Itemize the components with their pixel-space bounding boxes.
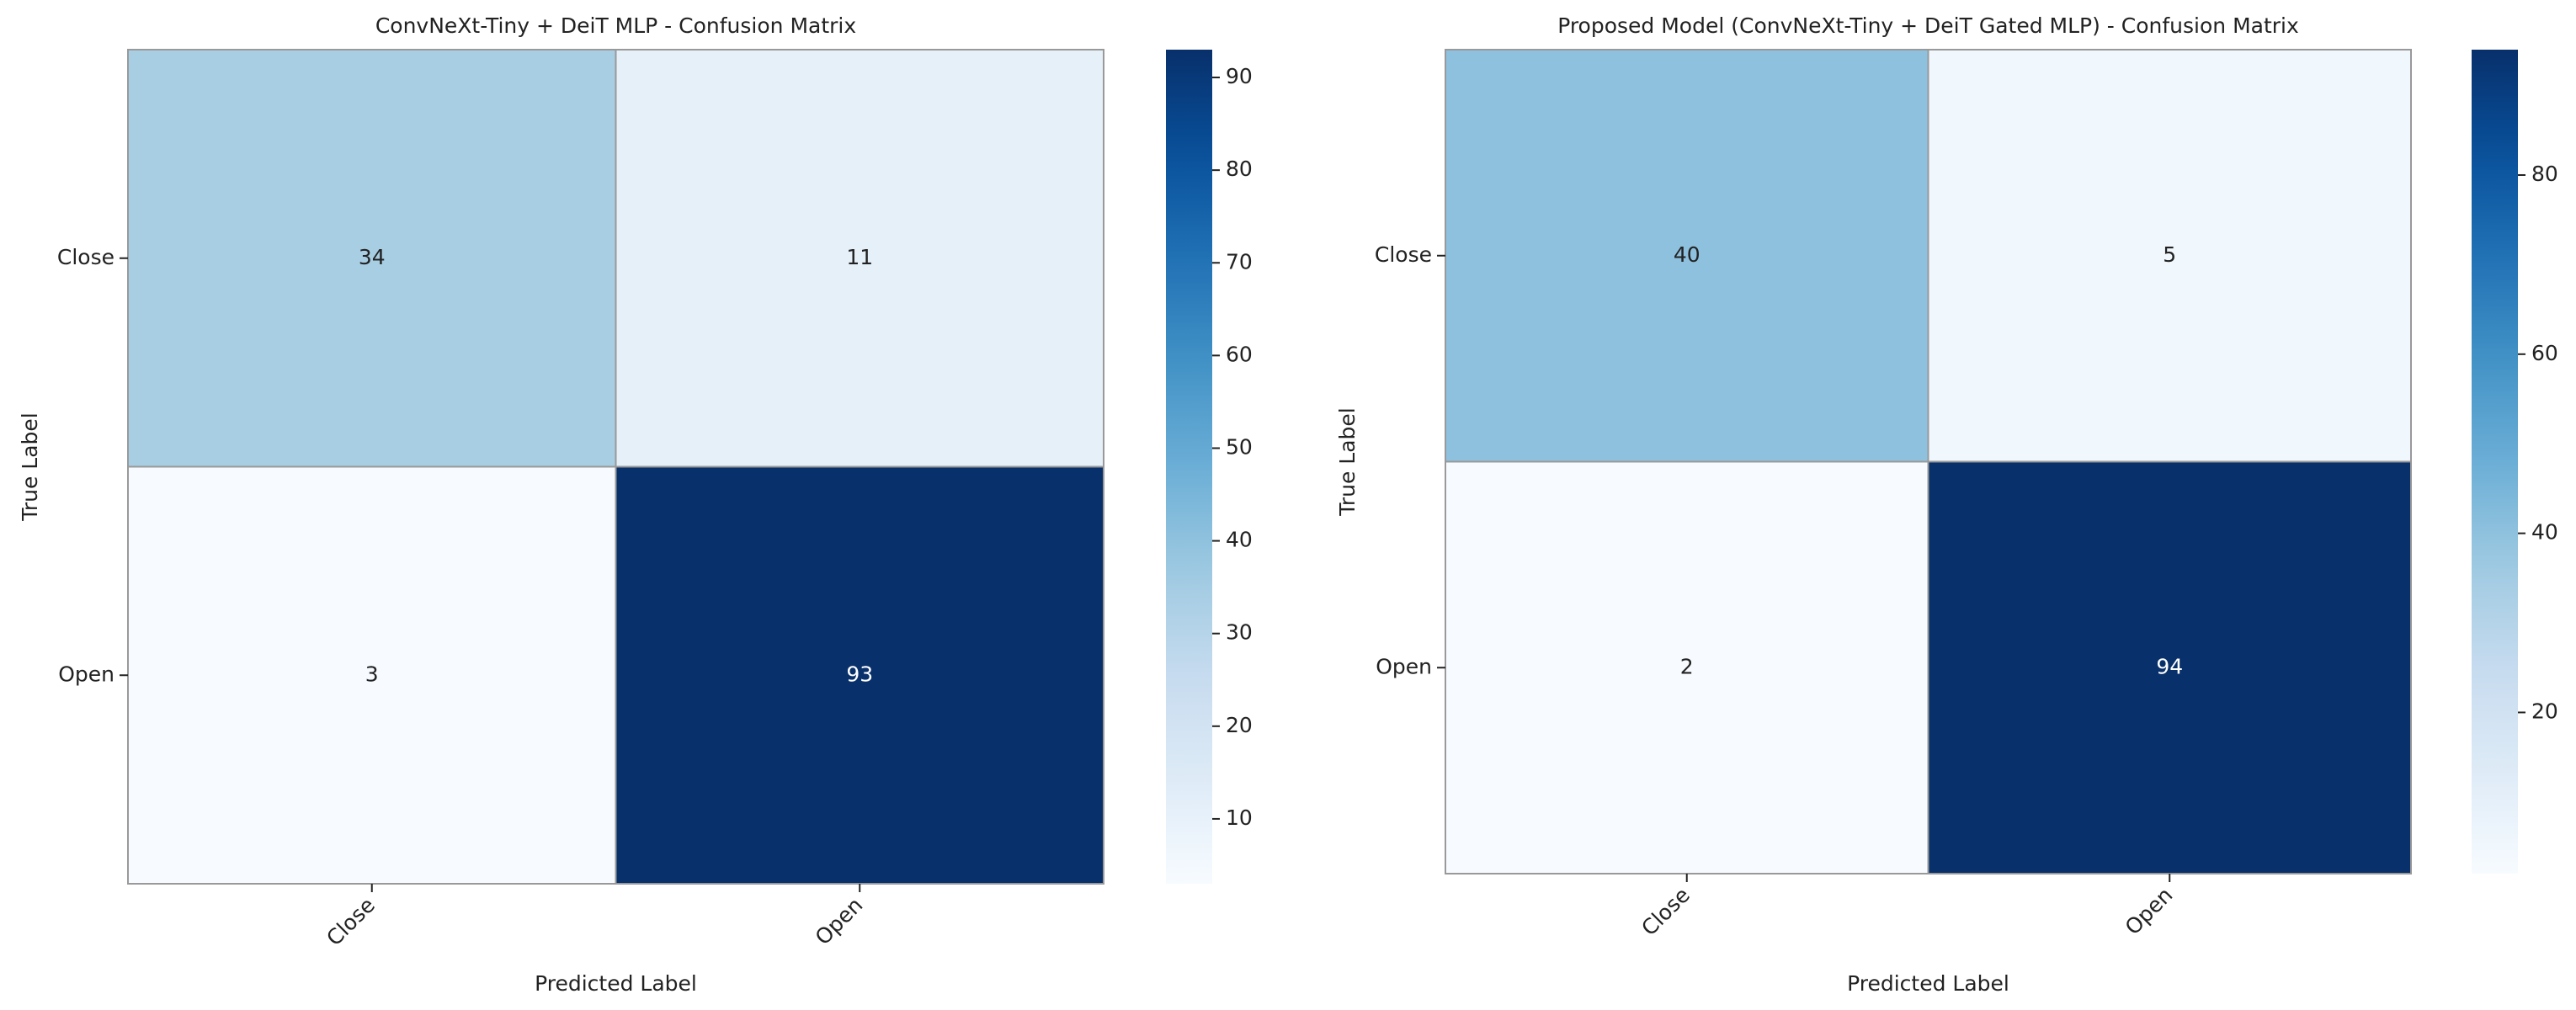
y-tick-label: Close (57, 245, 114, 269)
x-axis-label: Predicted Label (535, 971, 697, 996)
y-axis-label: True Label (18, 412, 42, 522)
colorbar-tick-label: 60 (1226, 342, 1253, 366)
colorbar-tick-label: 50 (1226, 434, 1253, 459)
heatmap-cell (1445, 460, 1929, 874)
colorbar (1166, 50, 1212, 884)
chart-title: Proposed Model (ConvNeXt-Tiny + DeiT Gat… (1557, 13, 2299, 38)
cell-label: 40 (1674, 242, 1700, 267)
y-tick-label: Open (1376, 654, 1432, 678)
colorbar-tick-label: 90 (1226, 64, 1253, 88)
cell-label: 11 (846, 245, 873, 269)
colorbar-tick-label: 30 (1226, 620, 1253, 645)
colorbar (2472, 50, 2518, 874)
heatmap-cell (615, 465, 1104, 885)
y-axis-label: True Label (1335, 407, 1360, 517)
colorbar-tick-label: 60 (2531, 341, 2558, 365)
cell-label: 34 (359, 245, 386, 269)
x-tick-label: Open (2121, 883, 2178, 940)
x-tick-label: Open (811, 893, 868, 950)
colorbar-tick-label: 20 (2531, 699, 2558, 723)
cell-label: 94 (2156, 654, 2183, 678)
cell-label: 5 (2163, 242, 2176, 267)
cell-label: 2 (1680, 654, 1694, 678)
colorbar-tick-label: 70 (1226, 249, 1253, 274)
x-axis-label: Predicted Label (1847, 971, 2009, 996)
heatmap-cell (127, 465, 617, 885)
colorbar-tick-label: 80 (2531, 162, 2558, 186)
x-tick-label: Close (322, 893, 380, 951)
y-tick-label: Open (58, 662, 114, 686)
chart-title: ConvNeXt-Tiny + DeiT MLP - Confusion Mat… (375, 13, 856, 38)
colorbar-tick-label: 20 (1226, 713, 1253, 737)
x-tick-label: Close (1637, 883, 1695, 941)
cell-label: 93 (846, 662, 873, 686)
colorbar-tick-label: 80 (1226, 157, 1253, 181)
heatmap-cell (615, 49, 1104, 468)
colorbar-tick-label: 10 (1226, 805, 1253, 830)
colorbar-tick-label: 40 (2531, 520, 2558, 545)
heatmap-cell (1445, 49, 1929, 463)
heatmap-cell (1927, 460, 2412, 874)
y-tick-label: Close (1375, 242, 1432, 267)
colorbar-tick-label: 40 (1226, 528, 1253, 552)
cell-label: 3 (365, 662, 379, 686)
heatmap-cell (127, 49, 617, 468)
